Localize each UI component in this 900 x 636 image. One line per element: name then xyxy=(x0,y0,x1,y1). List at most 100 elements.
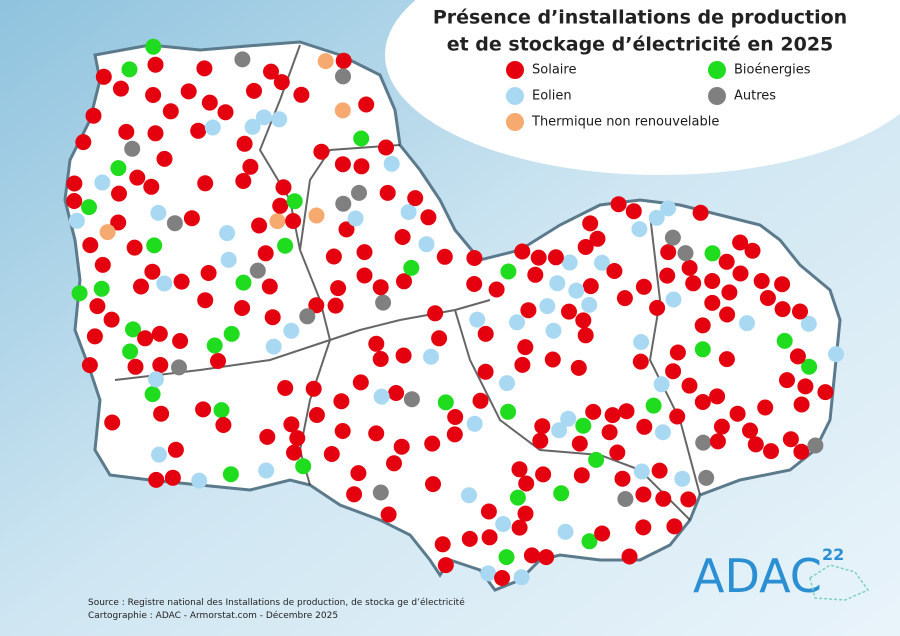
installation-marker xyxy=(215,417,232,433)
installation-marker xyxy=(532,432,549,449)
map-title: Présence d’installations de production xyxy=(433,7,847,29)
installation-marker xyxy=(692,204,709,221)
installation-marker xyxy=(739,315,755,332)
installation-marker xyxy=(110,160,127,177)
installation-marker xyxy=(213,402,230,419)
installation-marker xyxy=(220,251,237,268)
installation-marker xyxy=(197,175,214,192)
installation-marker xyxy=(110,214,127,231)
installation-marker xyxy=(509,314,525,331)
installation-marker xyxy=(704,294,721,311)
installation-marker xyxy=(277,237,294,254)
installation-marker xyxy=(514,356,531,373)
installation-marker xyxy=(372,279,389,296)
installation-marker xyxy=(514,243,531,260)
legend-label: Autres xyxy=(734,89,776,104)
installation-marker xyxy=(173,273,190,290)
installation-marker xyxy=(649,299,666,316)
installation-marker xyxy=(308,297,325,314)
installation-marker xyxy=(744,242,761,259)
installation-marker xyxy=(196,60,213,77)
installation-marker xyxy=(273,74,290,91)
installation-marker xyxy=(330,280,347,297)
installation-marker xyxy=(660,200,677,217)
installation-marker xyxy=(289,430,306,447)
installation-marker xyxy=(147,125,164,142)
installation-marker xyxy=(571,435,588,452)
installation-marker xyxy=(685,275,702,292)
installation-marker xyxy=(286,444,302,461)
installation-marker xyxy=(694,394,711,410)
installation-marker xyxy=(695,434,712,451)
installation-marker xyxy=(742,422,758,439)
installation-marker xyxy=(549,275,566,292)
installation-marker xyxy=(263,63,279,80)
installation-marker xyxy=(570,359,587,376)
installation-marker xyxy=(753,273,770,289)
installation-marker xyxy=(718,351,735,368)
installation-marker xyxy=(480,503,497,520)
installation-marker xyxy=(400,204,417,220)
installation-marker xyxy=(86,328,103,345)
installation-marker xyxy=(513,569,530,586)
installation-marker xyxy=(509,489,526,506)
installation-marker xyxy=(539,298,556,315)
installation-marker xyxy=(523,547,540,564)
installation-marker xyxy=(635,486,652,503)
installation-marker xyxy=(338,221,355,238)
installation-marker xyxy=(776,332,793,349)
installation-marker xyxy=(271,111,288,128)
installation-marker xyxy=(645,397,662,414)
installation-marker xyxy=(633,334,650,350)
installation-marker xyxy=(498,549,515,566)
installation-marker xyxy=(200,265,217,281)
installation-marker xyxy=(797,378,814,395)
installation-marker xyxy=(674,470,691,487)
installation-marker xyxy=(133,278,149,295)
installation-marker xyxy=(437,394,454,411)
installation-marker xyxy=(664,229,681,246)
installation-marker xyxy=(721,284,738,301)
installation-marker xyxy=(800,315,817,332)
installation-marker xyxy=(534,418,551,435)
installation-marker xyxy=(388,385,405,401)
installation-marker xyxy=(763,443,779,460)
installation-marker xyxy=(285,213,302,229)
installation-marker xyxy=(420,209,437,226)
installation-markers xyxy=(66,38,844,586)
installation-marker xyxy=(654,424,671,441)
installation-marker xyxy=(698,469,715,486)
installation-marker xyxy=(257,245,274,262)
installation-marker xyxy=(466,415,483,432)
installation-marker xyxy=(517,339,534,356)
installation-marker xyxy=(89,298,106,315)
installation-marker xyxy=(380,506,397,523)
installation-marker xyxy=(150,204,167,221)
installation-marker xyxy=(350,465,367,482)
installation-marker xyxy=(477,363,494,380)
installation-marker xyxy=(437,557,454,574)
installation-marker xyxy=(68,212,85,229)
installation-marker xyxy=(146,237,163,254)
installation-marker xyxy=(201,94,218,111)
installation-marker xyxy=(383,155,400,172)
installation-marker xyxy=(709,388,726,405)
installation-marker xyxy=(334,423,351,439)
installation-marker xyxy=(732,265,749,282)
installation-marker xyxy=(407,190,424,207)
installation-marker xyxy=(234,300,251,316)
installation-marker xyxy=(669,408,686,425)
installation-marker xyxy=(719,306,736,323)
installation-marker xyxy=(718,253,735,270)
installation-marker xyxy=(704,273,721,289)
installation-marker xyxy=(418,236,435,253)
map-title: et de stockage d’électricité en 2025 xyxy=(447,34,834,56)
installation-marker xyxy=(259,428,276,445)
installation-marker xyxy=(147,56,164,73)
installation-marker xyxy=(299,308,316,325)
installation-marker xyxy=(94,174,111,191)
installation-marker xyxy=(732,234,749,251)
installation-marker xyxy=(434,536,451,553)
installation-marker xyxy=(305,380,322,397)
installation-marker xyxy=(353,130,370,147)
